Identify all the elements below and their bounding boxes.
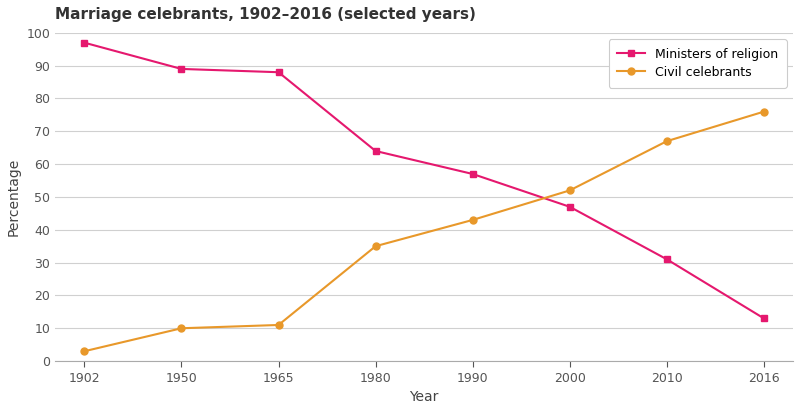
Civil celebrants xyxy=(79,349,89,354)
Ministers of religion xyxy=(565,204,574,209)
Civil celebrants xyxy=(759,109,769,114)
Ministers of religion xyxy=(759,316,769,321)
X-axis label: Year: Year xyxy=(410,390,439,404)
Line: Ministers of religion: Ministers of religion xyxy=(81,39,767,322)
Y-axis label: Percentage: Percentage xyxy=(7,158,21,236)
Legend: Ministers of religion, Civil celebrants: Ministers of religion, Civil celebrants xyxy=(609,39,787,88)
Ministers of religion xyxy=(371,148,381,153)
Civil celebrants xyxy=(177,326,186,331)
Civil celebrants xyxy=(468,217,478,222)
Civil celebrants xyxy=(371,244,381,249)
Ministers of religion xyxy=(662,257,672,262)
Ministers of religion xyxy=(79,40,89,45)
Ministers of religion xyxy=(177,67,186,72)
Text: Marriage celebrants, 1902–2016 (selected years): Marriage celebrants, 1902–2016 (selected… xyxy=(55,7,476,22)
Civil celebrants xyxy=(565,188,574,193)
Line: Civil celebrants: Civil celebrants xyxy=(81,108,767,355)
Ministers of religion xyxy=(468,171,478,176)
Civil celebrants xyxy=(662,139,672,143)
Ministers of religion xyxy=(274,70,283,75)
Civil celebrants xyxy=(274,323,283,328)
